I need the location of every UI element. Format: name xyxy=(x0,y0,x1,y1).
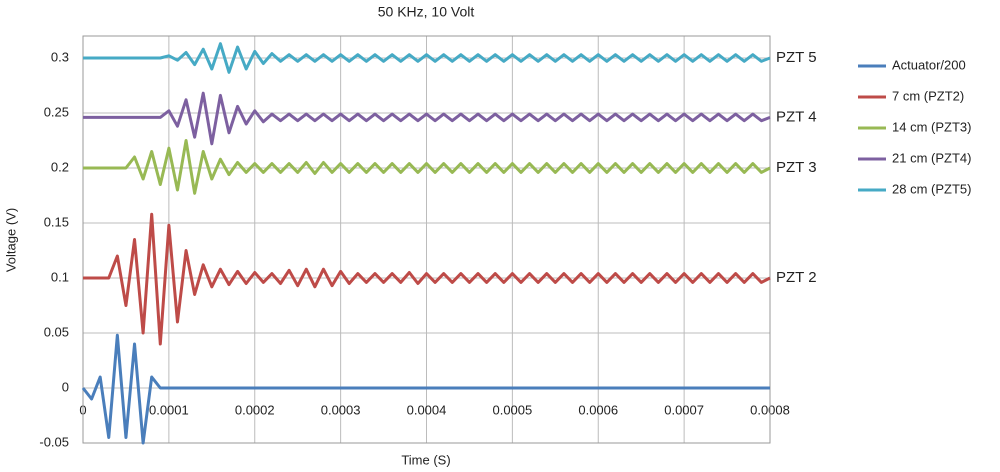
series-line xyxy=(83,212,771,346)
y-tick-label: 0.05 xyxy=(44,324,69,339)
y-axis-label: Voltage (V) xyxy=(3,208,18,272)
x-tick-label: 0.0004 xyxy=(407,402,447,417)
annotation: PZT 4 xyxy=(776,108,817,125)
legend-label: Actuator/200 xyxy=(892,57,966,72)
annotation: PZT 3 xyxy=(776,159,817,176)
y-tick-label: -0.05 xyxy=(39,434,69,449)
x-tick-label: 0.0006 xyxy=(578,402,618,417)
x-tick-label: 0.0007 xyxy=(664,402,704,417)
annotation: PZT 2 xyxy=(776,269,817,286)
y-tick-label: 0 xyxy=(62,379,69,394)
x-axis-label: Time (S) xyxy=(401,452,450,467)
series-line xyxy=(83,139,771,195)
series-line xyxy=(81,333,770,445)
legend-label: 14 cm (PZT3) xyxy=(892,119,971,134)
legend-label: 21 cm (PZT4) xyxy=(892,150,971,165)
y-tick-label: 0.3 xyxy=(51,49,69,64)
y-tick-label: 0.25 xyxy=(44,104,69,119)
y-tick-label: 0.2 xyxy=(51,159,69,174)
x-tick-label: 0.0001 xyxy=(149,402,189,417)
chart-title: 50 KHz, 10 Volt xyxy=(378,4,475,20)
y-tick-label: 0.15 xyxy=(44,214,69,229)
series-line xyxy=(83,91,771,146)
x-tick-label: 0.0003 xyxy=(321,402,361,417)
x-tick-label: 0.0002 xyxy=(235,402,275,417)
series-line xyxy=(83,42,771,74)
x-tick-label: 0.0005 xyxy=(492,402,532,417)
legend-label: 7 cm (PZT2) xyxy=(892,88,964,103)
plot-border xyxy=(82,35,771,444)
annotation: PZT 5 xyxy=(776,49,817,66)
legend-label: 28 cm (PZT5) xyxy=(892,181,971,196)
y-tick-label: 0.1 xyxy=(51,269,69,284)
